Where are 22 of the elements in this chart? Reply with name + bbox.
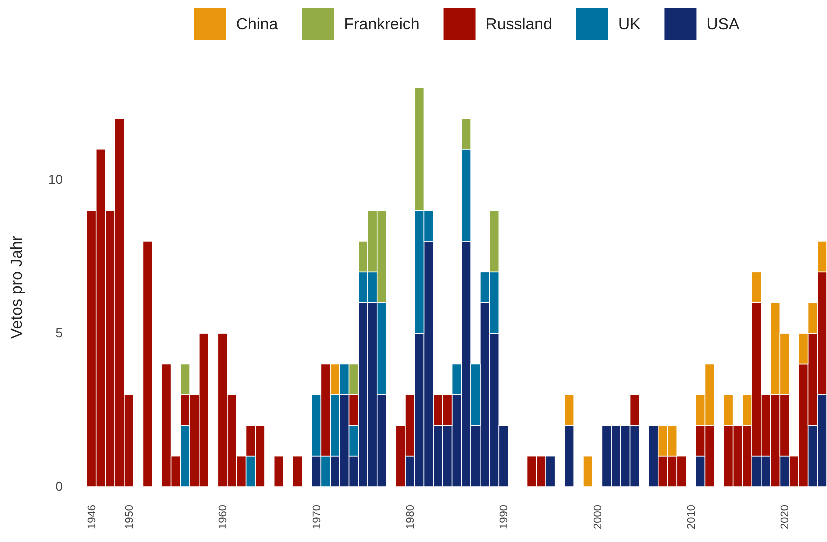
legend-label: USA [706,16,740,34]
x-tick-label: 1950 [124,505,136,530]
x-tick-label: 1946 [86,505,99,530]
y-tick-label: 0 [56,479,63,494]
x-tick-label: 1990 [498,505,511,530]
y-tick-label: 5 [56,326,63,341]
x-tick-label: 1980 [405,505,418,530]
bar [292,456,303,488]
x-tick-label: 2000 [592,505,604,530]
x-tick-label: 1970 [311,505,324,530]
legend-label: China [236,16,278,34]
y-axis-title: Vetos pro Jahr [9,235,26,340]
bar [274,456,284,488]
bar [142,241,153,488]
x-tick-label: 2010 [686,505,698,530]
bar [583,456,594,488]
legend-label: Russland [486,16,552,34]
legend-label: Frankreich [344,16,420,34]
y-tick-label: 10 [48,172,63,188]
x-tick-label: 1960 [218,505,230,530]
legend-label: UK [618,16,642,34]
x-tick-label: 2020 [780,505,792,530]
